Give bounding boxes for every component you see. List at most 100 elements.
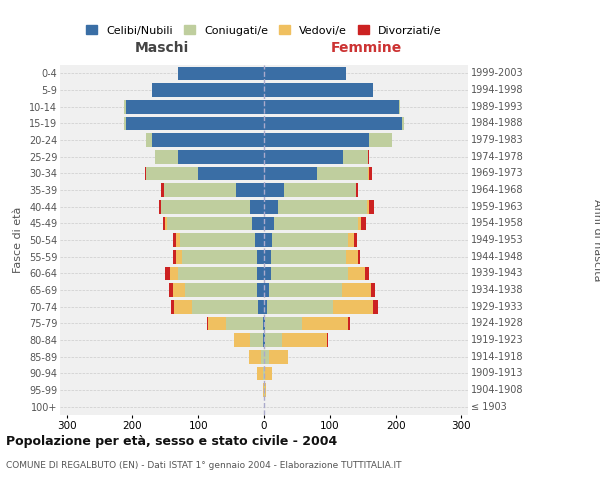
Bar xyxy=(178,150,264,164)
Bar xyxy=(264,216,274,230)
Bar xyxy=(124,116,126,130)
Bar xyxy=(271,250,346,264)
Bar xyxy=(368,200,374,213)
Bar xyxy=(161,183,164,197)
Bar xyxy=(369,133,392,147)
Bar xyxy=(180,233,256,247)
Text: Femmine: Femmine xyxy=(331,41,401,55)
Bar xyxy=(174,300,192,314)
Bar xyxy=(155,150,178,164)
Bar xyxy=(178,66,264,80)
Text: 1929-1933: 1929-1933 xyxy=(471,302,524,312)
Bar xyxy=(145,166,146,180)
Bar xyxy=(263,333,264,347)
Text: 1959-1963: 1959-1963 xyxy=(471,202,524,211)
Bar xyxy=(264,250,271,264)
Bar xyxy=(302,316,347,330)
Bar xyxy=(348,266,365,280)
Bar xyxy=(264,200,278,213)
Bar xyxy=(256,233,264,247)
Bar xyxy=(257,250,264,264)
Bar xyxy=(361,216,366,230)
Bar xyxy=(264,166,317,180)
Bar xyxy=(236,183,264,197)
Bar xyxy=(347,233,354,247)
Bar xyxy=(146,166,198,180)
Bar xyxy=(265,383,266,397)
Bar xyxy=(264,100,399,114)
Bar xyxy=(265,366,272,380)
Text: 1979-1983: 1979-1983 xyxy=(471,135,524,145)
Text: 1994-1998: 1994-1998 xyxy=(471,85,523,95)
Bar xyxy=(208,316,226,330)
Bar xyxy=(258,300,264,314)
Bar xyxy=(326,333,328,347)
Legend: Celibi/Nubili, Coniugati/e, Vedovi/e, Divorziati/e: Celibi/Nubili, Coniugati/e, Vedovi/e, Di… xyxy=(86,25,442,35)
Bar xyxy=(354,233,358,247)
Bar xyxy=(257,366,263,380)
Bar xyxy=(173,283,185,297)
Bar xyxy=(167,216,252,230)
Bar xyxy=(207,316,208,330)
Text: 1984-1988: 1984-1988 xyxy=(471,118,523,128)
Bar xyxy=(165,216,167,230)
Text: Popolazione per età, sesso e stato civile - 2004: Popolazione per età, sesso e stato civil… xyxy=(6,435,337,448)
Text: 1999-2003: 1999-2003 xyxy=(471,68,524,78)
Text: 1914-1918: 1914-1918 xyxy=(471,352,523,362)
Bar xyxy=(317,166,368,180)
Bar xyxy=(170,266,178,280)
Bar xyxy=(152,83,264,97)
Text: 1969-1973: 1969-1973 xyxy=(471,168,524,178)
Bar xyxy=(368,150,369,164)
Text: 1954-1958: 1954-1958 xyxy=(471,218,524,228)
Text: 1909-1913: 1909-1913 xyxy=(471,368,523,378)
Text: 1964-1968: 1964-1968 xyxy=(471,185,523,195)
Bar xyxy=(263,383,264,397)
Bar xyxy=(264,333,265,347)
Bar xyxy=(152,133,264,147)
Bar xyxy=(234,333,250,347)
Bar xyxy=(163,216,165,230)
Bar xyxy=(264,66,346,80)
Bar xyxy=(358,216,361,230)
Bar xyxy=(341,283,371,297)
Bar xyxy=(257,283,264,297)
Bar xyxy=(164,183,236,197)
Bar xyxy=(161,200,250,213)
Bar xyxy=(159,200,161,213)
Bar xyxy=(252,216,264,230)
Bar xyxy=(343,150,368,164)
Bar xyxy=(264,233,272,247)
Bar xyxy=(192,300,258,314)
Bar xyxy=(347,316,350,330)
Text: 1934-1938: 1934-1938 xyxy=(471,285,523,295)
Bar xyxy=(269,350,287,364)
Bar xyxy=(264,350,269,364)
Bar xyxy=(358,250,360,264)
Bar xyxy=(264,266,271,280)
Text: 1989-1993: 1989-1993 xyxy=(471,102,523,112)
Bar xyxy=(271,266,348,280)
Text: COMUNE DI REGALBUTO (EN) - Dati ISTAT 1° gennaio 2004 - Elaborazione TUTTITALIA.: COMUNE DI REGALBUTO (EN) - Dati ISTAT 1°… xyxy=(6,460,401,469)
Bar xyxy=(264,383,265,397)
Bar xyxy=(198,166,264,180)
Bar xyxy=(269,283,341,297)
Bar xyxy=(264,116,402,130)
Text: Anni di nascita: Anni di nascita xyxy=(592,198,600,281)
Text: ≤ 1903: ≤ 1903 xyxy=(471,402,507,411)
Bar xyxy=(402,116,404,130)
Bar xyxy=(264,183,284,197)
Bar xyxy=(356,183,358,197)
Bar xyxy=(278,200,367,213)
Bar xyxy=(250,333,263,347)
Bar xyxy=(333,300,373,314)
Text: 1944-1948: 1944-1948 xyxy=(471,252,523,262)
Text: 1949-1953: 1949-1953 xyxy=(471,235,524,245)
Bar xyxy=(126,116,264,130)
Bar xyxy=(257,266,264,280)
Text: 1924-1928: 1924-1928 xyxy=(471,318,524,328)
Bar xyxy=(164,266,170,280)
Bar xyxy=(226,316,263,330)
Bar xyxy=(124,100,126,114)
Bar xyxy=(250,200,264,213)
